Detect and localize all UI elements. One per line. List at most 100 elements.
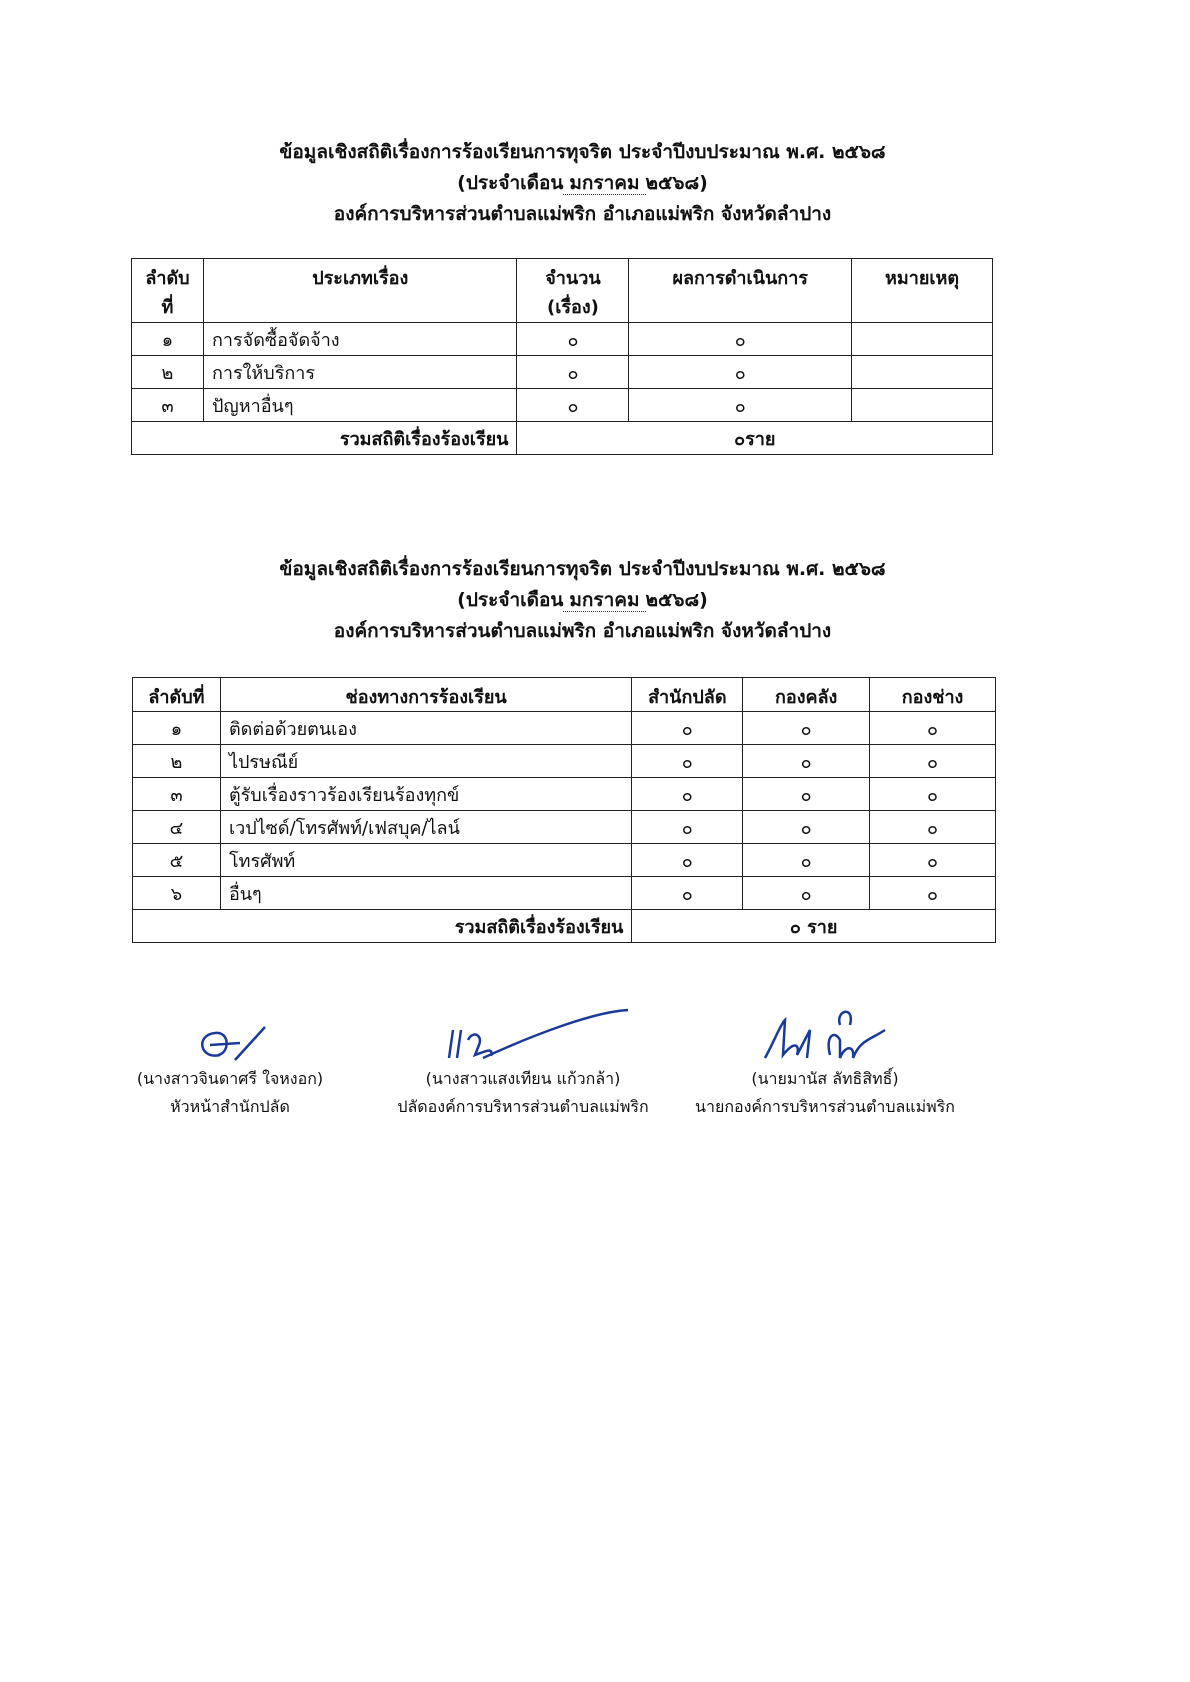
header-count: จำนวน (เรื่อง) — [516, 258, 630, 323]
row-finance: ๐ — [742, 810, 871, 844]
row-count: ๐ — [516, 355, 630, 389]
total-value: ๐ราย — [516, 421, 993, 455]
complaint-type-table: ลำดับที่ ประเภทเรื่อง จำนวน (เรื่อง) ผลก… — [130, 258, 993, 455]
row-channel: ไปรษณีย์ — [219, 744, 633, 778]
row-finance: ๐ — [742, 711, 871, 745]
signature-image — [763, 1010, 886, 1059]
row-note — [851, 355, 993, 389]
month-value: มกราคม — [563, 589, 646, 612]
total-label: รวมสถิติเรื่องร้องเรียน — [131, 909, 633, 943]
row-finance: ๐ — [742, 843, 871, 877]
row-engineering: ๐ — [869, 711, 996, 745]
row-note — [851, 388, 993, 422]
row-type: การให้บริการ — [202, 355, 518, 389]
header-engineering: กองช่าง — [869, 677, 996, 712]
section1-heading: ข้อมูลเชิงสถิติเรื่องการร้องเรียนการทุจร… — [0, 136, 1165, 229]
row-no: ๑ — [132, 711, 221, 745]
section2-heading: ข้อมูลเชิงสถิติเรื่องการร้องเรียนการทุจร… — [0, 553, 1165, 646]
year-value: ๒๕๖๘) — [645, 589, 708, 611]
table-row: ๑ติดต่อด้วยตนเอง๐๐๐ — [132, 711, 996, 745]
signer-name: (นายมานัส ลัทธิสิทธิ์) — [751, 1069, 899, 1088]
signer-name: (นางสาวจินดาศรี ใจหงอก) — [136, 1069, 324, 1088]
header-type: ประเภทเรื่อง — [202, 258, 518, 323]
table-row: ๒ไปรษณีย์๐๐๐ — [132, 744, 996, 778]
row-engineering: ๐ — [869, 876, 996, 910]
row-engineering: ๐ — [869, 777, 996, 811]
row-office: ๐ — [631, 777, 744, 811]
header-channel: ช่องทางการร้องเรียน — [219, 677, 633, 712]
row-office: ๐ — [631, 744, 744, 778]
row-no: ๔ — [132, 810, 221, 844]
section1-month: (ประจำเดือน มกราคม ๒๕๖๘) — [0, 167, 1165, 198]
year-value: ๒๕๖๘) — [645, 172, 708, 194]
row-office: ๐ — [631, 843, 744, 877]
section2-org: องค์การบริหารส่วนตำบลแม่พริก อำเภอแม่พริ… — [333, 620, 832, 642]
total-label: รวมสถิติเรื่องร้องเรียน — [130, 421, 518, 455]
section2-month: (ประจำเดือน มกราคม ๒๕๖๘) — [0, 584, 1165, 615]
table-row: ๒ การให้บริการ ๐ ๐ — [131, 355, 993, 389]
header-office: สำนักปลัด — [631, 677, 744, 712]
row-channel: ติดต่อด้วยตนเอง — [219, 711, 633, 745]
table-row: ๓ตู้รับเรื่องราวร้องเรียนร้องทุกข์๐๐๐ — [132, 777, 996, 811]
table-row: ๔เวปไซด์/โทรศัพท์/เฟสบุค/ไลน์๐๐๐ — [132, 810, 996, 844]
section1-title: ข้อมูลเชิงสถิติเรื่องการร้องเรียนการทุจร… — [279, 141, 886, 163]
total-value: ๐ ราย — [631, 909, 996, 943]
row-no: ๒ — [131, 355, 204, 389]
row-office: ๐ — [631, 876, 744, 910]
row-channel: ตู้รับเรื่องราวร้องเรียนร้องทุกข์ — [219, 777, 633, 811]
month-value: มกราคม — [563, 172, 646, 195]
signature-block-2: (นางสาวแสงเทียน แก้วกล้า) ปลัดองค์การบริ… — [363, 1000, 683, 1121]
signature-image — [447, 1008, 629, 1060]
complaint-channel-table: ลำดับที่ ช่องทางการร้องเรียน สำนักปลัด ก… — [131, 677, 996, 943]
total-row: รวมสถิติเรื่องร้องเรียน ๐ ราย — [131, 909, 996, 943]
signer-position: ปลัดองค์การบริหารส่วนตำบลแม่พริก — [397, 1097, 649, 1116]
section2-title: ข้อมูลเชิงสถิติเรื่องการร้องเรียนการทุจร… — [279, 558, 886, 580]
row-no: ๒ — [132, 744, 221, 778]
row-result: ๐ — [628, 355, 853, 389]
row-engineering: ๐ — [869, 810, 996, 844]
row-finance: ๐ — [742, 876, 871, 910]
row-result: ๐ — [628, 322, 853, 356]
header-no: ลำดับที่ — [131, 258, 204, 323]
month-prefix: (ประจำเดือน — [457, 172, 564, 194]
signer-name: (นางสาวแสงเทียน แก้วกล้า) — [425, 1069, 621, 1088]
table-row: ๑ การจัดซื้อจัดจ้าง ๐ ๐ — [131, 322, 993, 356]
row-no: ๓ — [132, 777, 221, 811]
row-no: ๕ — [132, 843, 221, 877]
row-no: ๖ — [132, 876, 221, 910]
header-note: หมายเหตุ — [851, 258, 993, 323]
header-finance: กองคลัง — [742, 677, 871, 712]
month-prefix: (ประจำเดือน — [457, 589, 564, 611]
row-engineering: ๐ — [869, 744, 996, 778]
row-office: ๐ — [631, 711, 744, 745]
header-result: ผลการดำเนินการ — [628, 258, 853, 323]
header-no: ลำดับที่ — [132, 677, 221, 712]
row-note — [851, 322, 993, 356]
row-channel: เวปไซด์/โทรศัพท์/เฟสบุค/ไลน์ — [219, 810, 633, 844]
table-row: ๕โทรศัพท์๐๐๐ — [132, 843, 996, 877]
table-row: ๓ ปัญหาอื่นๆ ๐ ๐ — [131, 388, 993, 422]
table-header-row: ลำดับที่ ประเภทเรื่อง จำนวน (เรื่อง) ผลก… — [131, 258, 993, 323]
row-finance: ๐ — [742, 777, 871, 811]
signer-position: นายกองค์การบริหารส่วนตำบลแม่พริก — [695, 1097, 955, 1116]
table-row: ๖อื่นๆ๐๐๐ — [132, 876, 996, 910]
table-header-row: ลำดับที่ ช่องทางการร้องเรียน สำนักปลัด ก… — [132, 677, 996, 712]
row-finance: ๐ — [742, 744, 871, 778]
section1-org: องค์การบริหารส่วนตำบลแม่พริก อำเภอแม่พริ… — [333, 203, 832, 225]
signature-block-1: (นางสาวจินดาศรี ใจหงอก) หัวหน้าสำนักปลัด — [70, 1015, 390, 1121]
row-type: ปัญหาอื่นๆ — [202, 388, 518, 422]
row-count: ๐ — [516, 388, 630, 422]
signer-position: หัวหน้าสำนักปลัด — [170, 1097, 290, 1116]
row-engineering: ๐ — [869, 843, 996, 877]
row-count: ๐ — [516, 322, 630, 356]
row-channel: โทรศัพท์ — [219, 843, 633, 877]
signature-block-3: (นายมานัส ลัทธิสิทธิ์) นายกองค์การบริหาร… — [665, 1000, 985, 1121]
row-office: ๐ — [631, 810, 744, 844]
row-channel: อื่นๆ — [219, 876, 633, 910]
row-no: ๑ — [131, 322, 204, 356]
signature-image — [201, 1026, 266, 1061]
row-type: การจัดซื้อจัดจ้าง — [202, 322, 518, 356]
row-no: ๓ — [131, 388, 204, 422]
total-row: รวมสถิติเรื่องร้องเรียน ๐ราย — [130, 421, 993, 455]
row-result: ๐ — [628, 388, 853, 422]
